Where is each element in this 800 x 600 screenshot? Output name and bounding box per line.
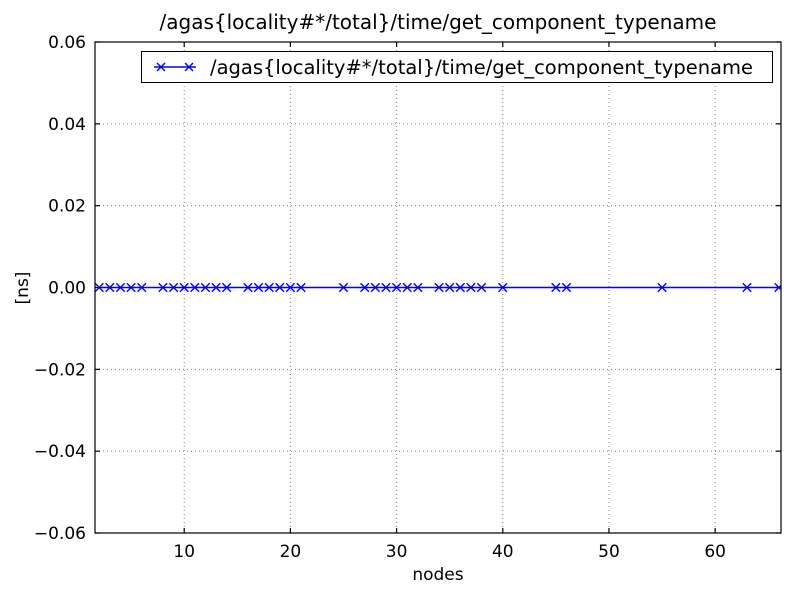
series-x-line: [95, 282, 781, 293]
plot-title: /agas{locality#*/total}/time/get_compone…: [159, 10, 717, 34]
svg-text:0.00: 0.00: [48, 279, 86, 299]
svg-text:0.02: 0.02: [48, 197, 86, 217]
svg-text:60: 60: [704, 542, 726, 562]
svg-text:−0.02: −0.02: [34, 360, 86, 380]
legend-label: /agas{locality#*/total}/time/get_compone…: [210, 55, 754, 79]
svg-text:−0.04: −0.04: [34, 442, 86, 462]
svg-text:10: 10: [173, 542, 195, 562]
tick-marks: [95, 41, 781, 534]
legend-line-sample-icon: [154, 62, 196, 72]
svg-text:0.06: 0.06: [48, 33, 86, 53]
svg-text:−0.06: −0.06: [34, 524, 86, 544]
svg-text:20: 20: [280, 542, 302, 562]
y-axis-label: [ns]: [13, 271, 33, 305]
svg-text:40: 40: [492, 542, 514, 562]
x-axis-label: nodes: [412, 565, 464, 585]
svg-text:50: 50: [598, 542, 620, 562]
svg-text:30: 30: [386, 542, 408, 562]
tick-labels: 10 20 30 40 50 60 −0.06 −0.04 −0.02 0.00 0.02 0.04 0…: [34, 33, 726, 562]
svg-text:0.04: 0.04: [48, 115, 86, 135]
legend: /agas{locality#*/total}/time/get_compone…: [141, 51, 773, 83]
